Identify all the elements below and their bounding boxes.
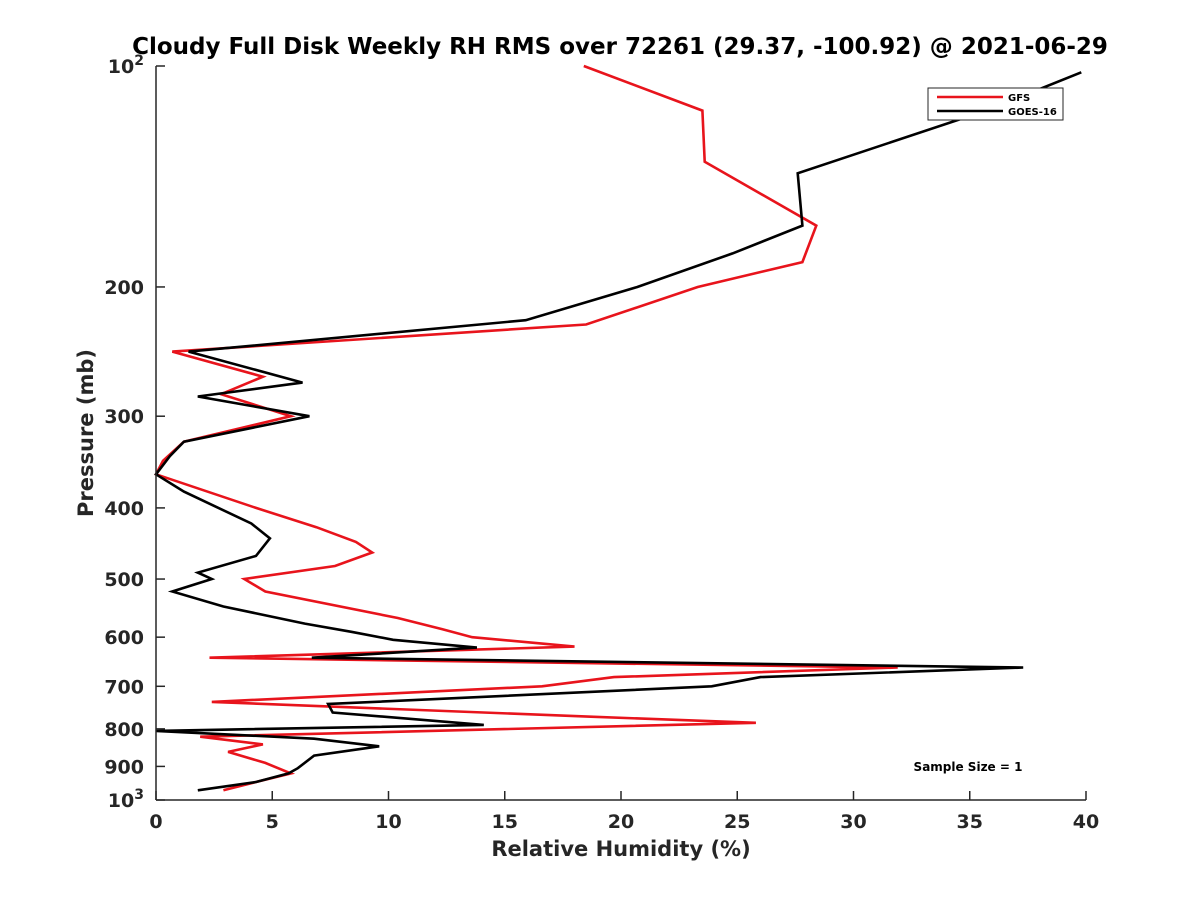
x-tick-label: 0 — [149, 811, 162, 833]
x-ticks: 0 5 10 15 20 25 30 35 40 — [149, 791, 1099, 833]
y-tick-label: 103 — [108, 787, 144, 812]
y-tick-label: 200 — [104, 277, 144, 299]
series-layer — [154, 64, 1082, 792]
legend-box — [927, 87, 1064, 121]
y-tick-label: 800 — [104, 719, 144, 741]
y-tick-label: 102 — [108, 53, 144, 78]
x-tick-label: 35 — [957, 811, 983, 833]
legend-label-goes16: GOES-16 — [1008, 107, 1057, 118]
series-line-goes16 — [154, 71, 1082, 792]
x-tick-label: 40 — [1073, 811, 1099, 833]
x-tick-label: 5 — [266, 811, 279, 833]
y-ticks: 102 200 300 400 500 600 700 800 900 103 — [104, 53, 165, 812]
y-tick-label: 300 — [104, 406, 144, 428]
x-tick-label: 30 — [840, 811, 866, 833]
y-tick-label: 900 — [104, 756, 144, 778]
sample-size-annotation: Sample Size = 1 — [914, 760, 1023, 774]
y-tick-label: 400 — [104, 498, 144, 520]
y-tick-label: 500 — [104, 569, 144, 591]
x-tick-label: 25 — [724, 811, 750, 833]
x-tick-label: 10 — [375, 811, 401, 833]
y-tick-label: 600 — [104, 627, 144, 649]
x-axis-label: Relative Humidity (%) — [491, 837, 750, 861]
legend: GFS GOES-16 — [927, 87, 1064, 121]
x-tick-label: 15 — [492, 811, 518, 833]
y-tick-label: 700 — [104, 676, 144, 698]
x-tick-label: 20 — [608, 811, 634, 833]
legend-label-gfs: GFS — [1008, 93, 1030, 104]
y-axis-label: Pressure (mb) — [74, 349, 98, 517]
chart-title: Cloudy Full Disk Weekly RH RMS over 7226… — [132, 34, 1108, 60]
series-line-gfs — [154, 64, 898, 792]
